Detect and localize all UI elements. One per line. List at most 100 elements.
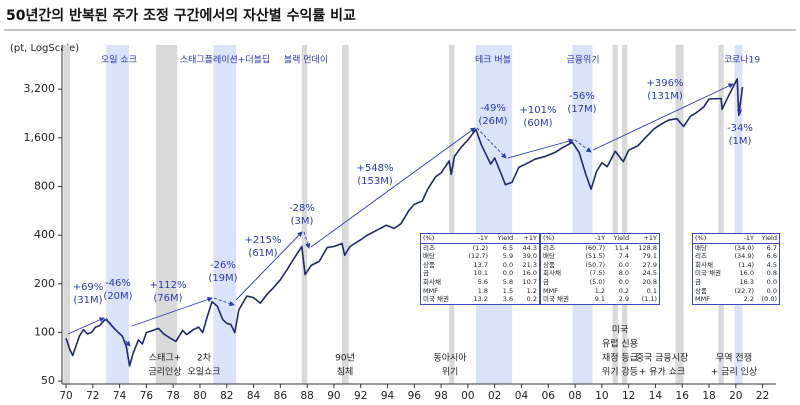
decline-arrow (303, 231, 311, 249)
event-label: 위기 (442, 367, 459, 378)
table-cell: 5.9 (502, 252, 514, 261)
x-tick-label: 84 (247, 390, 261, 402)
x-tick-label: 06 (542, 390, 556, 402)
table-cell: 회사채 (543, 269, 561, 278)
table-cell: 16.0 (522, 269, 537, 278)
table-cell: (%) (693, 234, 729, 244)
event-label: 금융위기 (566, 55, 599, 66)
event-label: 미국 (612, 325, 629, 336)
shaded-period (213, 45, 237, 384)
event-label: 2차 (197, 352, 212, 364)
table-row: 리츠 (60.7) 11.4 128.8 (541, 243, 659, 252)
shaded-period (675, 45, 684, 384)
table-cell: 4.5 (766, 260, 777, 269)
table-row: 금 16.3 0.0 (693, 278, 779, 287)
change-annotation: (131M) (647, 91, 683, 102)
table-cell: 24.5 (642, 269, 657, 278)
event-label: 코로나19 (724, 55, 761, 66)
table-cell: -1Y (728, 234, 757, 244)
shaded-period (63, 45, 71, 384)
table-cell: 20.8 (642, 277, 657, 286)
event-label: 오일쇼크 (187, 367, 220, 378)
return-table: (%) -1Y Yield +1Y 리츠 (1.2) 6.5 44.3 배당 (12.7) 5.9 3… (420, 233, 540, 305)
change-annotation: (26M) (478, 116, 507, 127)
change-annotation: -46% (105, 278, 131, 289)
table-cell: -1Y (578, 234, 608, 244)
x-tick-label: 00 (461, 390, 474, 402)
table-cell: 회사채 (695, 260, 713, 269)
table-row: (%) -1Y Yield (693, 234, 779, 244)
table-cell: 배당 (543, 252, 555, 261)
table-cell: (1.1) (641, 295, 657, 304)
decline-arrow (213, 297, 235, 307)
table-cell: 13.2 (473, 295, 489, 304)
table-cell: MMF (695, 295, 710, 304)
shaded-period (475, 45, 513, 384)
table-cell: 16.3 (739, 277, 755, 286)
table-row: 금 10.1 0.0 16.0 (421, 269, 539, 278)
x-tick-label: 80 (193, 390, 206, 402)
x-tick-label: 76 (140, 390, 154, 402)
shaded-period (621, 45, 628, 384)
table-cell: 금 (543, 277, 549, 286)
shaded-period (718, 45, 724, 384)
event-label: 유럽 신용 (602, 339, 638, 350)
table-row: 회사채 (7.5) 8.0 24.5 (541, 269, 659, 278)
rise-arrow (592, 83, 734, 151)
table-cell: (%) (421, 234, 460, 244)
change-annotation: (153M) (357, 176, 393, 187)
change-annotation: -49% (480, 103, 506, 114)
table-cell: (34.0) (734, 243, 755, 252)
table-cell: (7.5) (589, 269, 606, 278)
return-table: (%) -1Y Yield 배당 (34.0) 6.7 리츠 (34.9) 6.6 회사채 (1.4… (692, 233, 780, 305)
table-cell: (34.9) (734, 252, 755, 261)
table-cell: 2.2 (743, 295, 755, 304)
table-cell: 1.5 (502, 286, 514, 295)
table-cell: 0.1 (646, 286, 657, 295)
rise-arrow (507, 138, 574, 159)
index-line (65, 78, 744, 367)
event-label: 침체 (337, 367, 354, 378)
table-cell: (0.0) (761, 295, 777, 304)
table-cell: 10.7 (522, 277, 537, 286)
table-row: 상품 (50.7) 0.0 27.9 (541, 261, 659, 270)
table-row: 배당 (34.0) 6.7 (693, 243, 779, 252)
table-cell: 0.0 (766, 277, 777, 286)
table-row: 미국 채권 9.1 2.9 (1.1) (541, 295, 659, 304)
table-cell: 리츠 (543, 243, 555, 252)
x-tick-label: 82 (220, 390, 233, 402)
table-cell: -1Y (459, 234, 491, 244)
table-cell: 상품 (695, 286, 707, 295)
table-cell: 6.6 (766, 252, 777, 261)
event-label: 동아시아 (433, 353, 467, 364)
table-cell: Yield (607, 234, 632, 244)
x-tick-label: 92 (354, 390, 367, 402)
y-tick-label: 100 (34, 325, 55, 338)
change-annotation: (3M) (291, 216, 314, 227)
x-tick-label: 14 (649, 390, 663, 402)
table-cell: 0.8 (766, 269, 777, 278)
table-cell: 미국 채권 (423, 295, 449, 304)
decline-arrow (105, 317, 131, 347)
change-annotation: +69% (73, 282, 104, 293)
table-row: MMF 1.2 0.2 0.1 (541, 287, 659, 296)
event-label: 위기 강등 (602, 367, 638, 378)
shaded-period (341, 45, 349, 384)
x-tick-label: 02 (488, 390, 501, 402)
table-row: (%) -1Y Yield +1Y (421, 234, 539, 244)
change-annotation: (61M) (248, 248, 277, 259)
table-cell: 79.1 (642, 252, 657, 261)
table-cell: 27.9 (642, 260, 657, 269)
table-row: 미국 채권 13.2 3.6 0.2 (421, 295, 539, 304)
table-row: 리츠 (34.9) 6.6 (693, 252, 779, 261)
shaded-period (612, 45, 618, 384)
change-annotation: +112% (150, 280, 187, 291)
change-annotation: +548% (357, 163, 394, 174)
table-cell: 39.0 (522, 252, 537, 261)
x-tick-label: 04 (515, 390, 529, 402)
table-cell: 상품 (423, 260, 435, 269)
change-annotation: +101% (520, 105, 557, 116)
rise-arrow (310, 127, 476, 248)
x-tick-label: 18 (702, 390, 715, 402)
table-row: 배당 (12.7) 5.9 39.0 (421, 252, 539, 261)
